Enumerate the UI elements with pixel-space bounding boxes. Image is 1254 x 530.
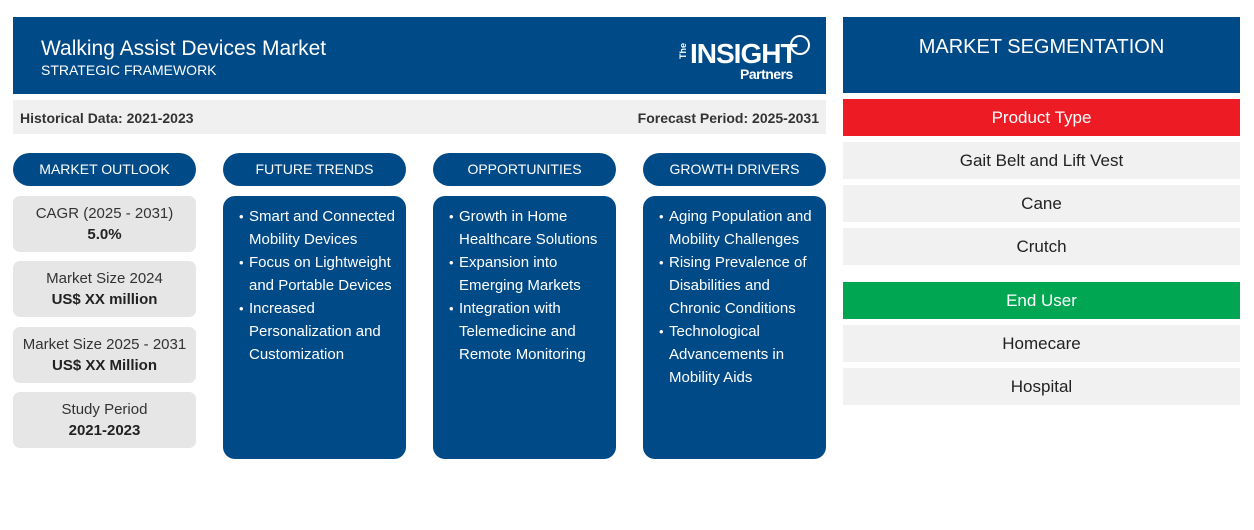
stat-value: 2021-2023 bbox=[68, 422, 141, 439]
segment-category-end-user: End User bbox=[843, 282, 1240, 319]
segment-item-homecare: Homecare bbox=[843, 325, 1240, 362]
list-item: Integration with Telemedicine and Remote… bbox=[449, 297, 610, 366]
segment-item-crutch: Crutch bbox=[843, 228, 1240, 265]
list-item: Expansion into Emerging Markets bbox=[449, 251, 610, 297]
market-segmentation-heading: MARKET SEGMENTATION bbox=[843, 17, 1240, 93]
list-item: Technological Advancements in Mobility A… bbox=[659, 320, 820, 389]
report-title: Walking Assist Devices Market bbox=[41, 37, 327, 60]
stat-cagr: CAGR (2025 - 2031) 5.0% bbox=[13, 196, 196, 252]
stat-market-size-forecast: Market Size 2025 - 2031 US$ XX Million bbox=[13, 327, 196, 383]
list-item: Smart and Connected Mobility Devices bbox=[239, 205, 400, 251]
list-item: Increased Personalization and Customizat… bbox=[239, 297, 400, 366]
stat-label: CAGR (2025 - 2031) bbox=[35, 205, 174, 222]
stat-value: US$ XX Million bbox=[51, 357, 157, 374]
stat-value: 5.0% bbox=[87, 226, 122, 243]
future-trends-heading: FUTURE TRENDS bbox=[223, 153, 406, 186]
logo-the-text: The bbox=[678, 42, 688, 59]
opportunities-box: Growth in Home Healthcare Solutions Expa… bbox=[433, 196, 616, 459]
list-item: Growth in Home Healthcare Solutions bbox=[449, 205, 610, 251]
forecast-period: Forecast Period: 2025-2031 bbox=[637, 110, 819, 126]
segment-item-gait-belt: Gait Belt and Lift Vest bbox=[843, 142, 1240, 179]
logo-partners-text: Partners bbox=[740, 66, 793, 82]
report-header: Walking Assist Devices Market STRATEGIC … bbox=[13, 17, 826, 94]
stat-label: Study Period bbox=[61, 401, 148, 418]
stat-market-size-2024: Market Size 2024 US$ XX million bbox=[13, 261, 196, 317]
logo-ring-icon bbox=[790, 35, 810, 55]
opportunities-list: Growth in Home Healthcare Solutions Expa… bbox=[449, 205, 610, 366]
segment-item-hospital: Hospital bbox=[843, 368, 1240, 405]
report-subtitle: STRATEGIC FRAMEWORK bbox=[41, 62, 217, 78]
future-trends-list: Smart and Connected Mobility Devices Foc… bbox=[239, 205, 400, 366]
insight-partners-logo: The INSIGHT Partners bbox=[668, 35, 818, 83]
stat-study-period: Study Period 2021-2023 bbox=[13, 392, 196, 448]
stat-label: Market Size 2024 bbox=[46, 270, 163, 287]
segment-item-cane: Cane bbox=[843, 185, 1240, 222]
segment-category-product-type: Product Type bbox=[843, 99, 1240, 136]
period-bar: Historical Data: 2021-2023 Forecast Peri… bbox=[13, 100, 826, 134]
growth-drivers-box: Aging Population and Mobility Challenges… bbox=[643, 196, 826, 459]
opportunities-heading: OPPORTUNITIES bbox=[433, 153, 616, 186]
stat-label: Market Size 2025 - 2031 bbox=[22, 336, 187, 353]
future-trends-box: Smart and Connected Mobility Devices Foc… bbox=[223, 196, 406, 459]
growth-drivers-list: Aging Population and Mobility Challenges… bbox=[659, 205, 820, 389]
logo-insight-text: INSIGHT bbox=[690, 38, 798, 69]
list-item: Focus on Lightweight and Portable Device… bbox=[239, 251, 400, 297]
market-outlook-heading: MARKET OUTLOOK bbox=[13, 153, 196, 186]
list-item: Rising Prevalence of Disabilities and Ch… bbox=[659, 251, 820, 320]
stat-value: US$ XX million bbox=[51, 291, 158, 308]
historical-data: Historical Data: 2021-2023 bbox=[20, 110, 194, 126]
list-item: Aging Population and Mobility Challenges bbox=[659, 205, 820, 251]
growth-drivers-heading: GROWTH DRIVERS bbox=[643, 153, 826, 186]
